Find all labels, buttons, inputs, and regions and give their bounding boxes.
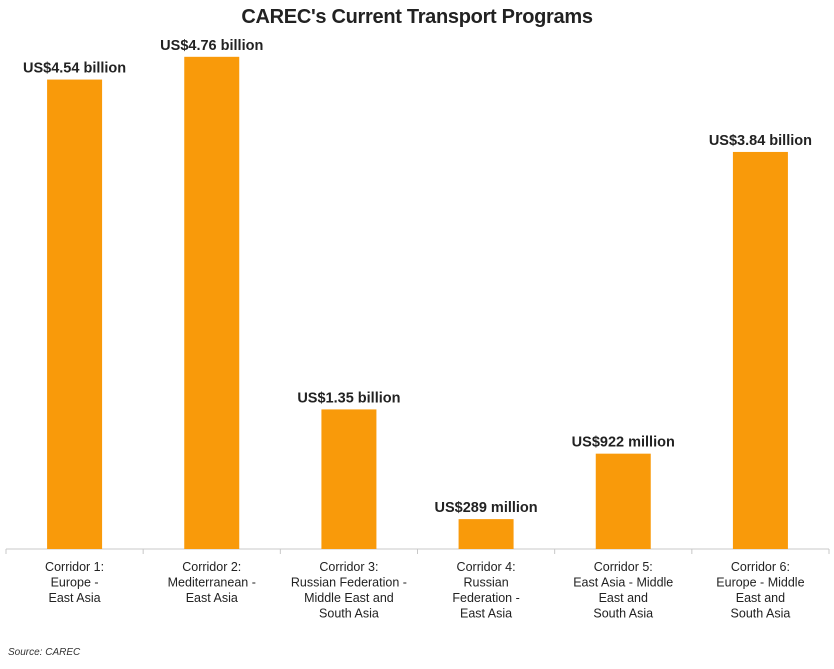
bar-corridor-1 — [47, 79, 103, 550]
data-label-corridor-5: US$922 million — [572, 435, 675, 451]
category-label-line: Mediterranean - — [168, 576, 256, 590]
bar-corridor-6 — [732, 151, 788, 549]
chart-title: CAREC's Current Transport Programs — [241, 6, 593, 28]
data-label-corridor-2: US$4.76 billion — [160, 38, 263, 54]
category-label-line: Corridor 6: — [731, 560, 790, 574]
category-label-line: Corridor 5: — [594, 560, 653, 574]
category-label-corridor-4: Corridor 4: Russian Federation - East Asia — [452, 560, 519, 621]
category-label-line: South Asia — [319, 607, 379, 621]
category-label-line: East Asia — [186, 591, 238, 605]
category-label-line: Europe - Middle — [716, 576, 804, 590]
category-label-line: East Asia — [49, 591, 101, 605]
category-label-line: Europe - — [51, 576, 99, 590]
category-label-line: East Asia - Middle — [573, 576, 673, 590]
category-label-line: Corridor 2: — [182, 560, 241, 574]
data-label-corridor-4: US$289 million — [435, 500, 538, 516]
category-label-line: East and — [599, 591, 648, 605]
category-label-line: Russian Federation - — [291, 576, 407, 590]
data-label-corridor-3: US$1.35 billion — [297, 390, 400, 406]
category-label-corridor-5: Corridor 5: East Asia - Middle East and Sou… — [573, 560, 673, 621]
source-note: Source: CAREC — [8, 647, 81, 658]
category-label-line: Russian — [463, 576, 508, 590]
data-label-corridor-6: US$3.84 billion — [709, 133, 812, 149]
category-label-line: East Asia — [460, 607, 512, 621]
category-label-corridor-3: Corridor 3: Russian Federation -Middle Ea… — [291, 560, 407, 621]
category-label-line: Corridor 1: — [45, 560, 104, 574]
bar-corridor-3 — [321, 409, 377, 549]
category-label-line: Corridor 4: — [457, 560, 516, 574]
bar-corridor-5 — [595, 453, 651, 549]
data-label-corridor-1: US$4.54 billion — [23, 61, 126, 77]
category-label-line: Middle East and — [304, 591, 394, 605]
category-label-line: South Asia — [593, 607, 653, 621]
category-label-line: Corridor 3: — [319, 560, 378, 574]
category-label-line: South Asia — [731, 607, 791, 621]
category-label-line: East and — [736, 591, 785, 605]
category-label-corridor-6: Corridor 6: Europe - Middle East and South … — [716, 560, 804, 621]
category-label-line: Federation - — [452, 591, 519, 605]
bar-corridor-2 — [184, 56, 240, 549]
bar-corridor-4 — [458, 519, 514, 549]
category-label-corridor-2: Corridor 2: Mediterranean -East Asia — [168, 560, 256, 605]
category-label-corridor-1: Corridor 1: Europe -East Asia — [45, 560, 104, 605]
